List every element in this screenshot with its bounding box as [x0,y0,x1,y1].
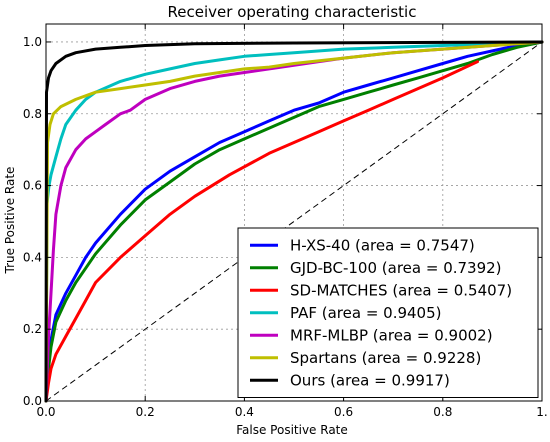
legend-items: H-XS-40 (area = 0.7547) GJD-BC-100 (area … [250,236,512,389]
y-tick-label: 1.0 [23,35,42,49]
chance-diagonal [45,41,543,402]
y-tick-label: 0.2 [23,322,42,336]
legend-label: H-XS-40 (area = 0.7547) [290,236,475,254]
roc-curve-line [44,40,544,403]
legend-label: GJD-BC-100 (area = 0.7392) [290,259,502,277]
roc-curve-line [44,60,479,403]
legend-label: MRF-MLBP (area = 0.9002) [290,326,493,344]
y-tick-label: 0.8 [23,107,42,121]
legend-box [237,227,539,398]
chart-title: Receiver operating characteristic [168,3,417,21]
legend-label: SD-MATCHES (area = 0.5407) [290,281,512,299]
y-tick-label: 0.0 [23,394,42,408]
plot-frame [45,23,543,402]
x-tick-label: 0.4 [235,405,254,419]
x-tick-label: 1. [536,405,547,419]
roc-curves [44,40,544,403]
legend-label: Spartans (area = 0.9228) [290,349,481,367]
roc-curve-line [44,40,544,403]
roc-curve-line [44,40,544,403]
legend: H-XS-40 (area = 0.7547) GJD-BC-100 (area … [237,227,539,398]
y-tick-label: 0.4 [23,250,42,264]
x-tick-label: 0.0 [36,405,55,419]
x-tick-label: 0.2 [136,405,155,419]
y-tick-label: 0.6 [23,179,42,193]
y-axis-label: True Positive Rate [3,167,17,275]
roc-curve-line [44,40,544,403]
x-axis-label: False Positive Rate [236,423,348,437]
roc-curve-line [44,40,544,403]
axis-ticks: 0.0 0.2 0.4 0.6 0.8 1. 0.0 0.2 0.4 0.6 0.8 1.0 [23,24,548,419]
legend-label: Ours (area = 0.9917) [290,371,450,389]
legend-label: PAF (area = 0.9405) [290,304,442,322]
x-tick-label: 0.8 [433,405,452,419]
x-tick-label: 0.6 [334,405,353,419]
